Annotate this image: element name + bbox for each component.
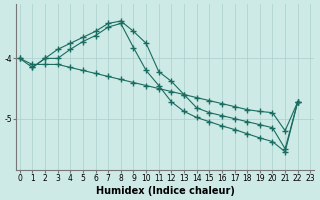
X-axis label: Humidex (Indice chaleur): Humidex (Indice chaleur): [96, 186, 235, 196]
